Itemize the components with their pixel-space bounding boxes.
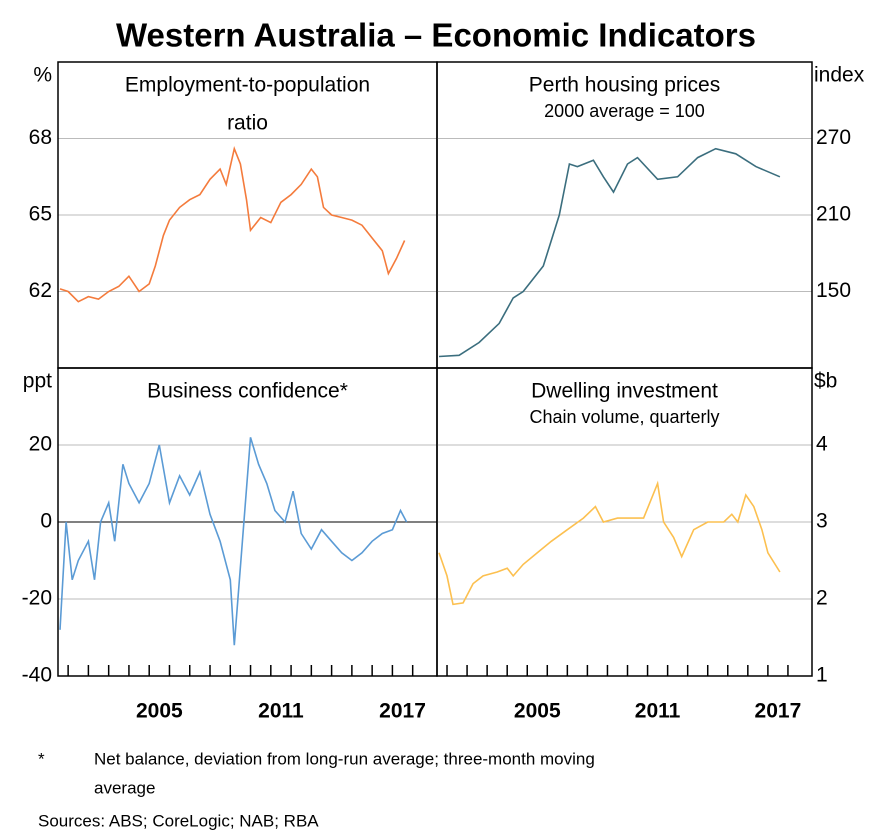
- y-unit-label: $b: [814, 370, 837, 393]
- y-tick-label: 1: [816, 664, 828, 687]
- x-tick-label: 2011: [258, 700, 304, 723]
- x-tick-label: 2017: [379, 700, 426, 723]
- y-tick-label: 68: [29, 126, 52, 149]
- y-unit-label: index: [814, 64, 865, 87]
- y-tick-label: 2: [816, 587, 828, 610]
- y-tick-label: 3: [816, 510, 828, 533]
- panel-title: Employment-to-population: [125, 74, 370, 97]
- y-tick-label: -40: [22, 664, 52, 687]
- panel-title: Perth housing prices: [529, 74, 720, 97]
- footnote-line: Net balance, deviation from long-run ave…: [94, 749, 595, 768]
- y-tick-label: -20: [22, 587, 52, 610]
- data-line: [438, 480, 781, 606]
- data-line: [59, 437, 408, 646]
- y-tick-label: 150: [816, 279, 851, 302]
- y-unit-label: ppt: [23, 370, 52, 393]
- data-line: [438, 147, 781, 358]
- y-tick-label: 0: [40, 510, 52, 533]
- x-tick-label: 2005: [514, 700, 561, 723]
- panel-subtitle: 2000 average = 100: [544, 101, 705, 121]
- panel-subtitle: Chain volume, quarterly: [529, 407, 719, 427]
- footnote-marker: *: [38, 749, 45, 768]
- y-tick-label: 62: [29, 279, 52, 302]
- y-tick-label: 20: [29, 433, 52, 456]
- figure-title: Western Australia – Economic Indicators: [116, 17, 756, 54]
- y-tick-label: 4: [816, 433, 828, 456]
- y-tick-label: 65: [29, 203, 52, 226]
- panel-frame: [436, 367, 813, 677]
- data-line: [59, 146, 406, 303]
- panel-title: ratio: [227, 112, 268, 135]
- footnote-line: average: [94, 778, 155, 797]
- panel-title: Business confidence*: [147, 380, 348, 403]
- x-tick-label: 2005: [136, 700, 183, 723]
- y-unit-label: %: [33, 64, 52, 87]
- y-tick-label: 270: [816, 126, 851, 149]
- sources: Sources: ABS; CoreLogic; NAB; RBA: [38, 811, 319, 830]
- y-tick-label: 210: [816, 203, 851, 226]
- x-tick-label: 2017: [755, 700, 802, 723]
- x-tick-label: 2011: [635, 700, 681, 723]
- panel-title: Dwelling investment: [531, 380, 718, 403]
